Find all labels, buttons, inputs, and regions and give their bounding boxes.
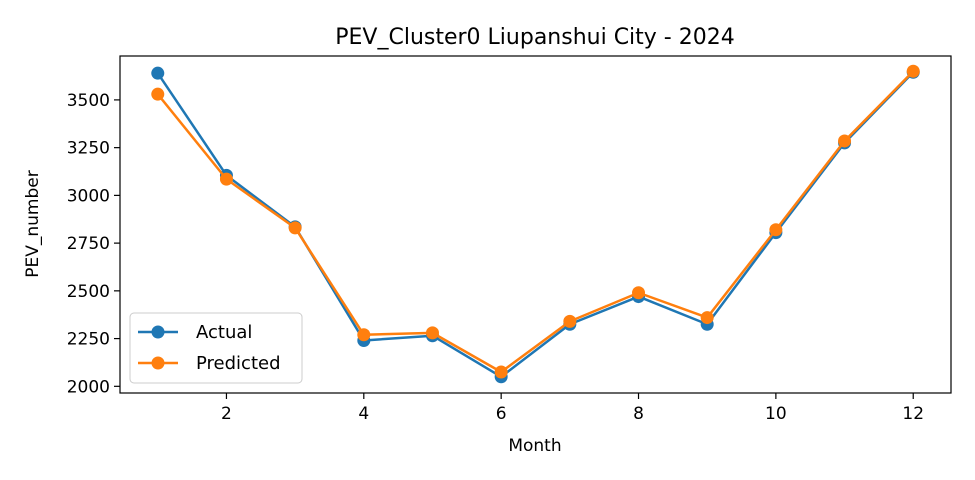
plot-frame — [119, 55, 952, 394]
data-point-predicted — [151, 87, 165, 101]
legend-label-actual: Actual — [196, 322, 252, 343]
data-point-predicted — [219, 172, 233, 186]
data-point-predicted — [288, 221, 302, 235]
x-tick-label: 10 — [765, 404, 787, 424]
data-point-predicted — [357, 328, 371, 342]
series-line-predicted — [156, 70, 915, 374]
y-tick-label: 2000 — [67, 377, 110, 397]
chart-title: PEV_Cluster0 Liupanshui City - 2024 — [335, 25, 734, 50]
data-point-predicted — [838, 134, 852, 148]
y-tick-label: 3500 — [67, 91, 110, 111]
y-tick-label: 2750 — [67, 234, 110, 254]
data-point-predicted — [632, 286, 646, 300]
y-tick-label: 3000 — [67, 186, 110, 206]
data-point-predicted — [700, 311, 714, 325]
data-point-predicted — [563, 314, 577, 328]
plot-area: 2 4 6 8 10 12 2000 2250 2500 2750 3000 3250 3500 — [67, 64, 924, 424]
y-tick-label: 2250 — [67, 330, 110, 350]
legend-marker-predicted — [151, 356, 165, 370]
x-tick-label: 4 — [358, 404, 369, 424]
legend-marker-actual — [151, 325, 165, 339]
x-tick-label: 12 — [902, 404, 924, 424]
x-axis-label: Month — [508, 436, 561, 456]
y-tick-label: 3250 — [67, 139, 110, 159]
x-tick-label: 6 — [496, 404, 507, 424]
y-axis-label: PEV_number — [23, 170, 43, 277]
data-point-predicted — [494, 365, 508, 379]
legend-box — [129, 312, 303, 384]
y-tick-label: 2500 — [67, 282, 110, 302]
data-point-actual — [151, 66, 165, 80]
legend-label-predicted: Predicted — [196, 353, 281, 374]
data-point-predicted — [769, 223, 783, 237]
legend: Actual Predicted — [129, 312, 303, 384]
data-point-predicted — [425, 326, 439, 340]
x-tick-label: 8 — [633, 404, 644, 424]
x-tick-label: 2 — [221, 404, 232, 424]
data-point-predicted — [906, 64, 920, 78]
